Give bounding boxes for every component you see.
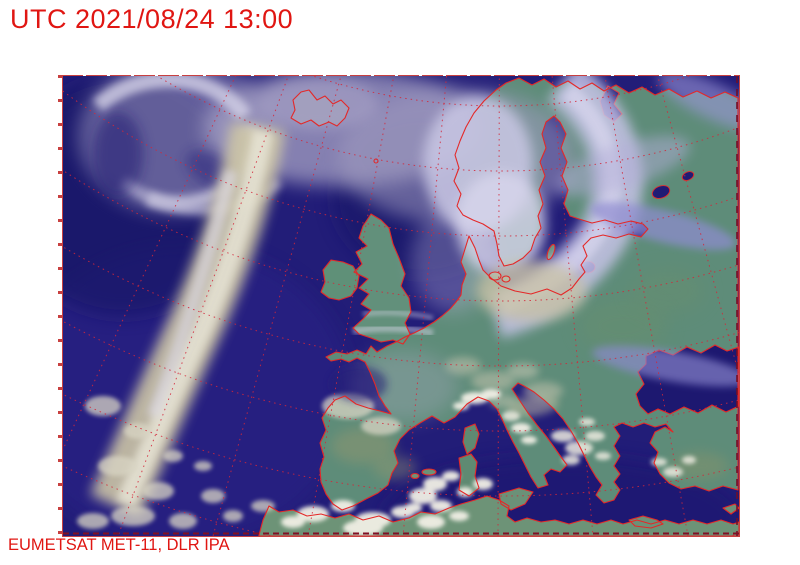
border-ticks [63, 76, 739, 536]
satellite-image [63, 76, 739, 536]
top-edge-ticks [62, 75, 738, 76]
cloud-layer [77, 76, 739, 536]
lake-onega [681, 171, 695, 181]
satellite-map-panel [62, 75, 740, 537]
timestamp-label: UTC 2021/08/24 13:00 [10, 4, 294, 34]
left-edge-ticks [58, 75, 62, 535]
lake-ladoga [651, 185, 671, 199]
attribution-label: EUMETSAT MET-11, DLR IPA [8, 536, 230, 554]
grid-overlay [63, 76, 739, 536]
landmass-layer [259, 78, 739, 536]
coastline-overlay [258, 77, 739, 536]
